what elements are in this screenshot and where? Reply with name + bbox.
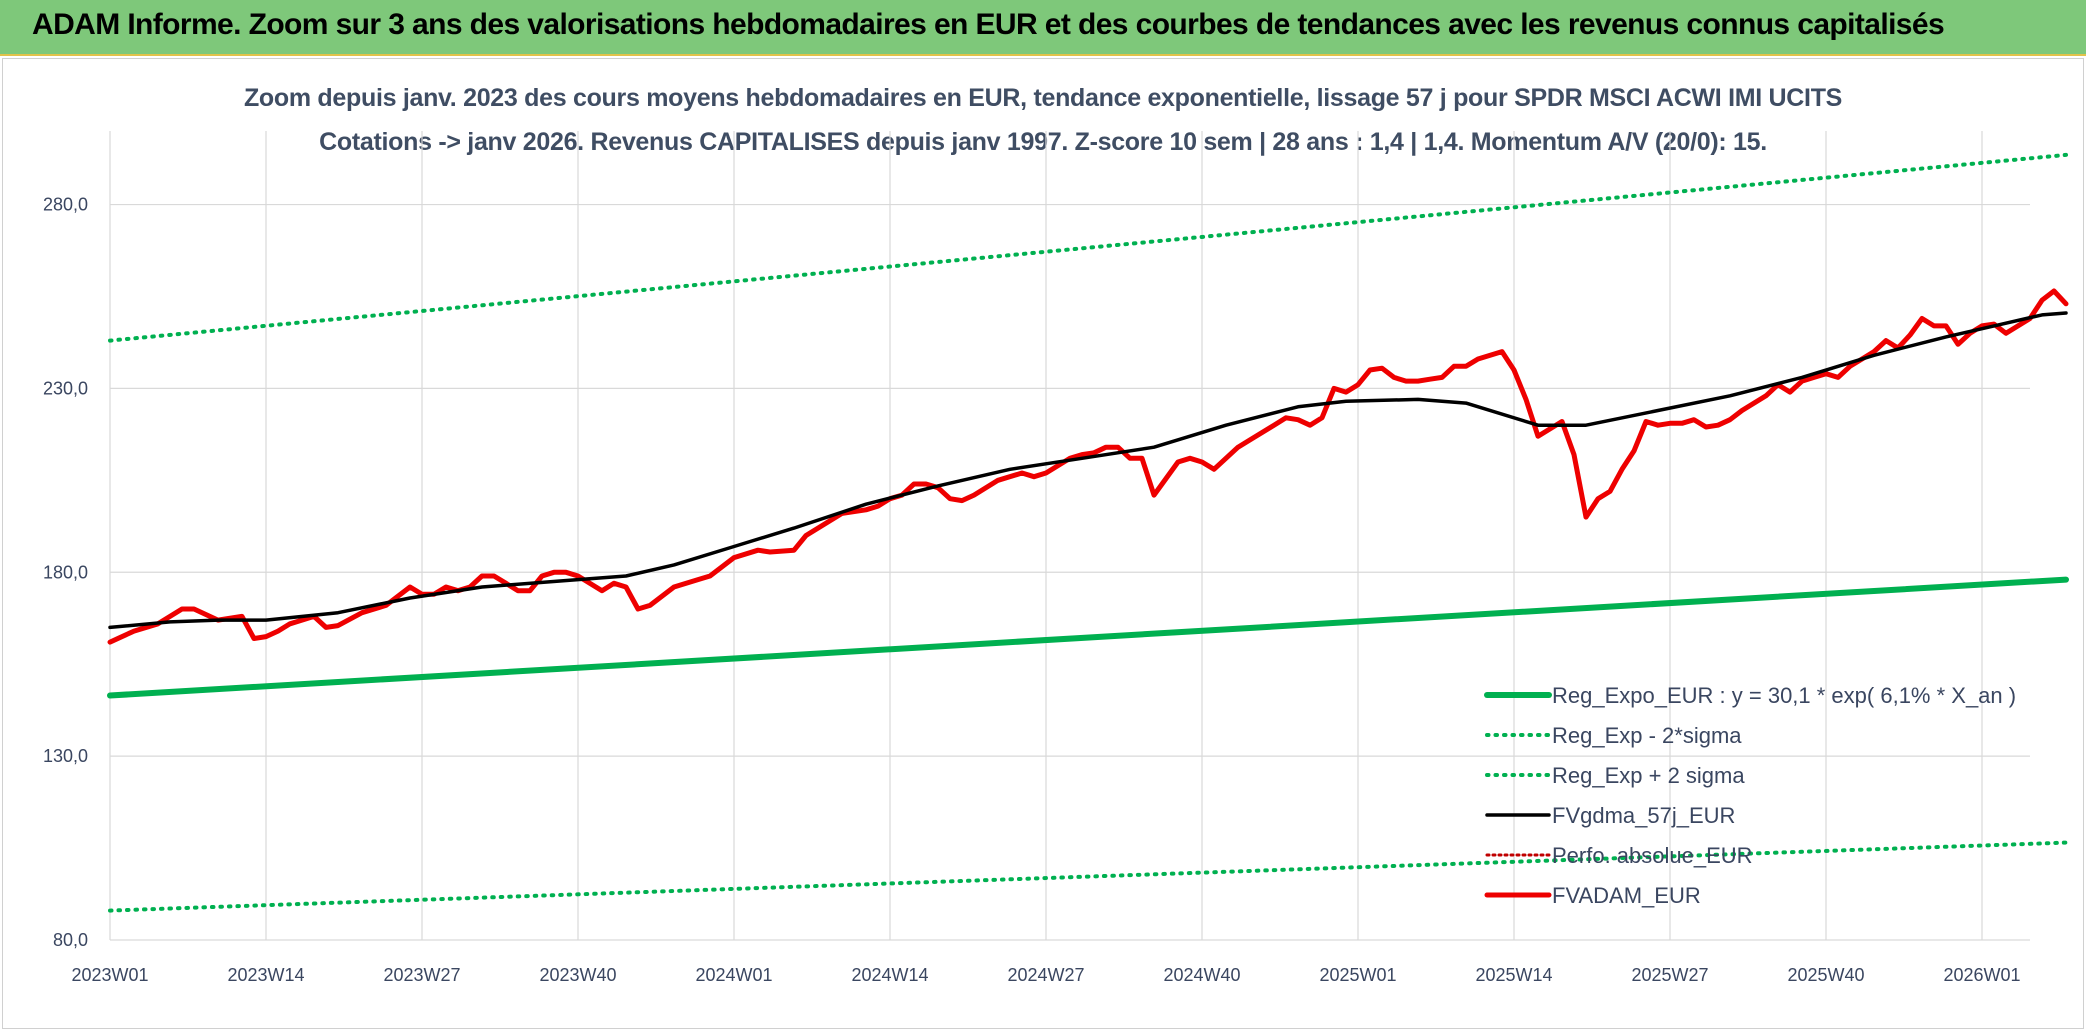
legend: Reg_Expo_EUR : y = 30,1 * exp( 6,1% * X_… xyxy=(1484,683,2016,908)
legend-label: Perfo. absolue_EUR xyxy=(1552,843,1753,868)
x-tick-label: 2024W27 xyxy=(1007,965,1084,985)
y-axis-ticks: 80,0 130,0 180,0 230,0 280,0 xyxy=(43,195,88,950)
series-line-3 xyxy=(108,311,2068,630)
chart-area xyxy=(2,58,2084,1029)
series-line-2 xyxy=(108,152,2068,343)
x-axis-ticks: 2023W01 2023W14 2023W27 2023W40 2024W01 2024W… xyxy=(71,965,2020,985)
legend-label: Reg_Expo_EUR : y = 30,1 * exp( 6,1% * X_… xyxy=(1552,683,2016,708)
x-tick-label: 2025W01 xyxy=(1319,965,1396,985)
x-tick-label: 2025W27 xyxy=(1631,965,1708,985)
report-title: ADAM Informe. Zoom sur 3 ans des valoris… xyxy=(32,8,1945,41)
x-tick-label: 2024W40 xyxy=(1163,965,1240,985)
y-tick-label: 230,0 xyxy=(43,378,88,398)
x-tick-label: 2026W01 xyxy=(1943,965,2020,985)
x-tick-label: 2023W27 xyxy=(383,965,460,985)
x-tick-label: 2023W14 xyxy=(227,965,304,985)
chart-subtitle: Cotations -> janv 2026. Revenus CAPITALI… xyxy=(319,128,1767,156)
series xyxy=(107,152,2069,913)
y-tick-label: 130,0 xyxy=(43,746,88,766)
legend-label: Reg_Exp + 2 sigma xyxy=(1552,763,1745,788)
series-line-0 xyxy=(107,576,2069,699)
y-tick-label: 280,0 xyxy=(43,195,88,215)
x-tick-label: 2023W01 xyxy=(71,965,148,985)
x-tick-label: 2025W14 xyxy=(1475,965,1552,985)
series-line-1 xyxy=(108,840,2068,913)
legend-label: Reg_Exp - 2*sigma xyxy=(1552,723,1742,748)
x-tick-label: 2024W01 xyxy=(695,965,772,985)
y-tick-label: 180,0 xyxy=(43,562,88,582)
grid xyxy=(109,131,2030,941)
chart-title: Zoom depuis janv. 2023 des cours moyens … xyxy=(243,84,1843,112)
y-tick-label: 80,0 xyxy=(53,930,88,950)
legend-label: FVADAM_EUR xyxy=(1552,883,1701,908)
x-tick-label: 2025W40 xyxy=(1787,965,1864,985)
series-line-5 xyxy=(107,288,2069,645)
x-tick-label: 2023W40 xyxy=(539,965,616,985)
x-tick-label: 2024W14 xyxy=(851,965,928,985)
report-banner: ADAM Informe. Zoom sur 3 ans des valoris… xyxy=(0,0,2086,56)
legend-label: FVgdma_57j_EUR xyxy=(1552,803,1735,828)
